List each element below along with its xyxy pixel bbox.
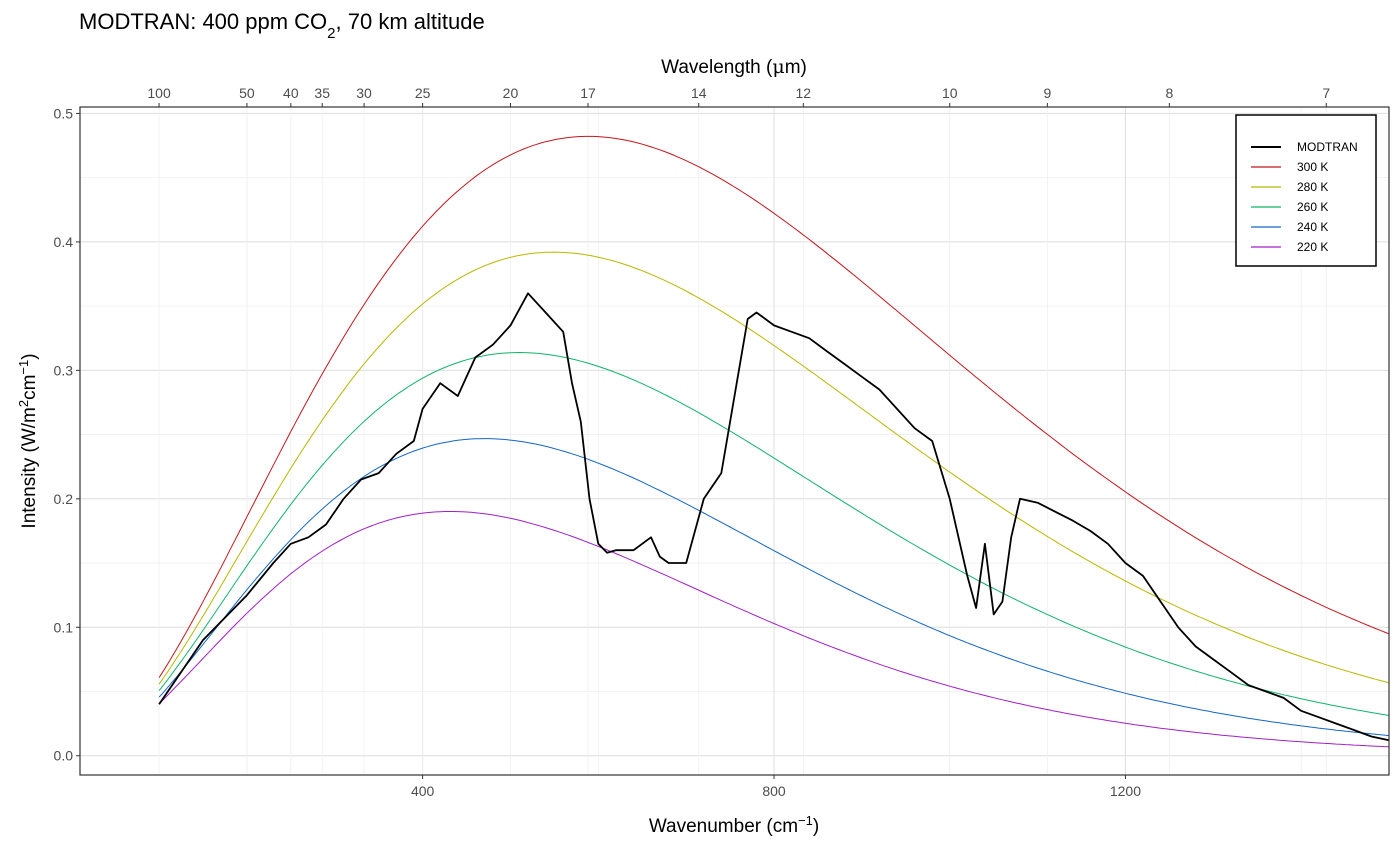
legend-label: 220 K	[1297, 240, 1328, 254]
top-tick-label: 8	[1165, 85, 1173, 101]
y-tick-label: 0.5	[54, 105, 74, 121]
chart-title: MODTRAN: 400 ppm CO2, 70 km altitude	[79, 9, 485, 42]
series-layer	[158, 135, 1390, 748]
y-axis-title: Intensity (W/m2cm−1)	[16, 353, 41, 528]
series-line-220k	[158, 511, 1390, 748]
legend-label: 240 K	[1297, 220, 1328, 234]
y-axis: 0.0 0.1 0.2 0.3 0.4 0.5	[54, 105, 80, 764]
legend-label: MODTRAN	[1297, 140, 1358, 154]
top-tick-label: 14	[691, 85, 707, 101]
top-tick-label: 20	[503, 85, 519, 101]
legend-box	[1235, 114, 1377, 267]
top-tick-label: 17	[580, 85, 596, 101]
top-tick-label: 7	[1322, 85, 1330, 101]
y-tick-label: 0.1	[54, 619, 74, 635]
series-line-260k	[158, 351, 1390, 716]
legend-label: 260 K	[1297, 200, 1328, 214]
y-tick-label: 0.4	[54, 234, 74, 250]
top-tick-label: 35	[314, 85, 330, 101]
plot-panel	[80, 107, 1389, 775]
x-axis: 400 800 1200	[411, 775, 1141, 799]
x-axis-title: Wavenumber (cm−1)	[649, 813, 819, 838]
top-tick-label: 9	[1043, 85, 1051, 101]
series-line-240k	[158, 438, 1390, 737]
legend: MODTRAN 300 K 280 K 260 K 240 K 220 K	[1235, 114, 1377, 267]
top-tick-label: 100	[147, 85, 171, 101]
series-line-modtran	[158, 292, 1390, 742]
plot-border	[79, 106, 1390, 776]
y-tick-label: 0.0	[54, 748, 74, 764]
top-tick-label: 40	[283, 85, 299, 101]
x-tick-label: 800	[762, 783, 786, 799]
series-line-280k	[158, 251, 1390, 685]
y-tick-label: 0.3	[54, 362, 74, 378]
top-tick-label: 50	[239, 85, 255, 101]
x-tick-label: 400	[411, 783, 435, 799]
y-tick-label: 0.2	[54, 491, 74, 507]
top-tick-label: 10	[942, 85, 958, 101]
top-axis: 100 50 40 35 30 25 20 17 14 12 10 9 8 7	[147, 85, 1330, 107]
top-axis-title: Wavelength (μm)	[661, 56, 807, 78]
series-line-300k	[158, 135, 1390, 678]
legend-label: 300 K	[1297, 160, 1328, 174]
top-tick-label: 12	[796, 85, 812, 101]
top-tick-label: 30	[356, 85, 372, 101]
legend-label: 280 K	[1297, 180, 1328, 194]
x-tick-label: 1200	[1110, 783, 1141, 799]
top-tick-label: 25	[415, 85, 431, 101]
